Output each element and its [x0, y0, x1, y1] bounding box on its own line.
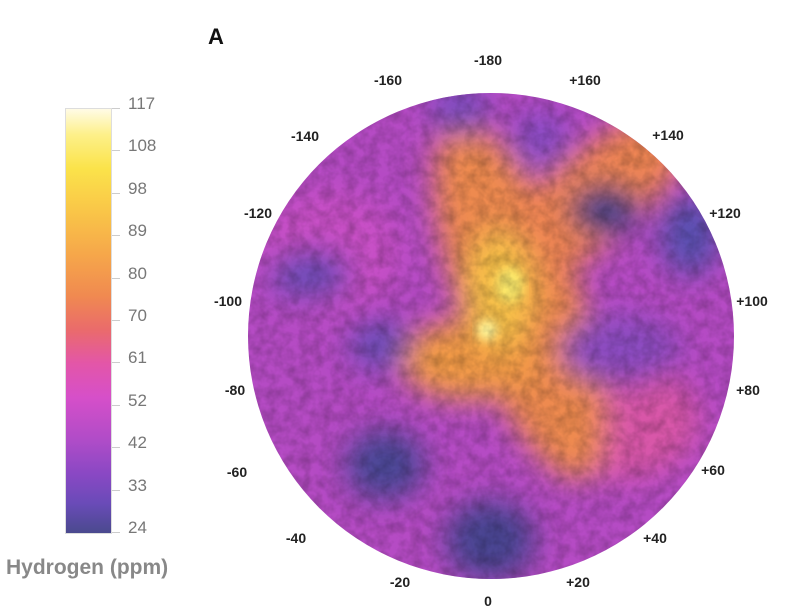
longitude-label: -120: [243, 205, 273, 221]
longitude-label: -80: [224, 382, 246, 398]
longitude-label: -60: [226, 464, 248, 480]
longitude-label: +160: [569, 72, 601, 88]
colorbar-tick-label: 80: [128, 263, 147, 283]
colorbar-tick: [112, 235, 120, 237]
colorbar-gradient: [65, 108, 112, 534]
longitude-label: -20: [389, 574, 411, 590]
longitude-label: +140: [652, 127, 684, 143]
longitude-label: +100: [736, 293, 768, 309]
longitude-label: -180: [473, 52, 503, 68]
map-disc: [248, 93, 734, 579]
panel-label: A: [208, 24, 224, 49]
colorbar-tick: [112, 150, 120, 152]
colorbar-tick-label: 108: [128, 136, 157, 156]
colorbar-tick: [112, 532, 120, 533]
colorbar-tick-label: 42: [128, 433, 147, 453]
colorbar-tick-label: 89: [128, 221, 147, 241]
colorbar-tick: [112, 277, 120, 279]
longitude-label: -140: [290, 128, 320, 144]
colorbar-tick: [112, 489, 120, 491]
colorbar-title: Hydrogen (ppm): [6, 556, 169, 579]
colorbar-tick-label: 117: [128, 94, 156, 113]
longitude-label: +40: [643, 530, 667, 546]
colorbar-tick: [112, 320, 120, 321]
colorbar-tick-label: 98: [128, 178, 147, 198]
longitude-label: +20: [566, 574, 590, 590]
longitude-label: -100: [213, 293, 243, 309]
longitude-label: -40: [285, 530, 307, 546]
longitude-label: 0: [484, 593, 492, 609]
colorbar-tick-label: 70: [128, 306, 147, 325]
colorbar-tick-label: 52: [128, 390, 147, 410]
colorbar-tick-label: 24: [128, 518, 147, 537]
colorbar-tick: [112, 362, 120, 364]
colorbar-tick-label: 61: [128, 348, 147, 368]
colorbar-tick: [112, 404, 120, 406]
colorbar-tick: [112, 192, 120, 194]
colorbar-tick: [112, 108, 120, 109]
colorbar-tick: [112, 447, 120, 449]
colorbar-tick-label: 33: [128, 475, 147, 495]
longitude-label: +120: [709, 205, 741, 221]
longitude-label: -160: [373, 72, 403, 88]
longitude-label: +80: [736, 382, 760, 398]
longitude-label: +60: [701, 462, 725, 478]
